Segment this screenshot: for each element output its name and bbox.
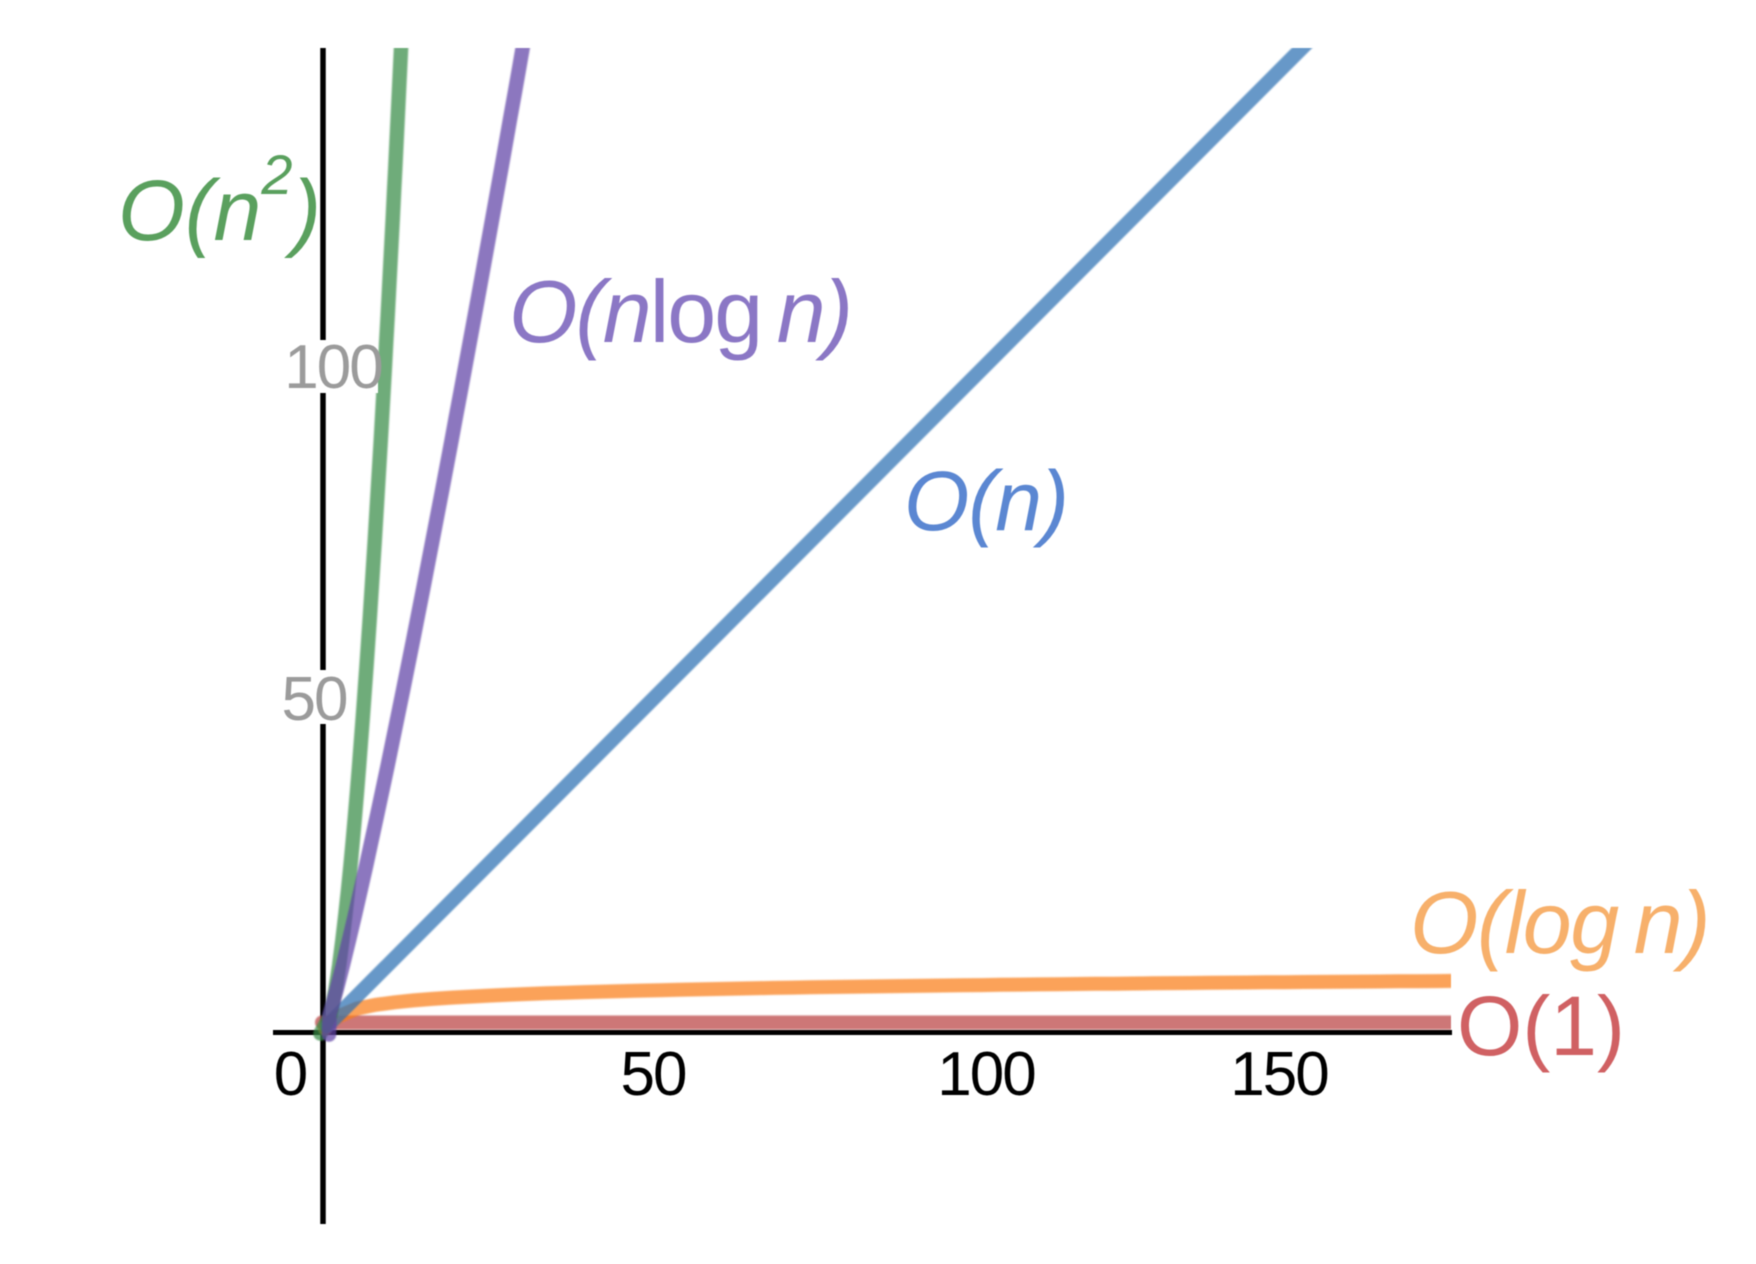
svg-text:0: 0 — [274, 1040, 308, 1109]
svg-text:150: 150 — [1230, 1040, 1328, 1109]
svg-text:50: 50 — [621, 1040, 686, 1109]
svg-text:100: 100 — [284, 333, 382, 402]
svg-text:100: 100 — [937, 1040, 1035, 1109]
svg-text:O(nlog n): O(nlog n) — [509, 262, 851, 361]
svg-text:O(log n): O(log n) — [1410, 873, 1709, 972]
svg-text:50: 50 — [282, 665, 347, 734]
svg-text:O(n): O(n) — [904, 454, 1068, 548]
svg-text:O(1): O(1) — [1457, 979, 1625, 1073]
